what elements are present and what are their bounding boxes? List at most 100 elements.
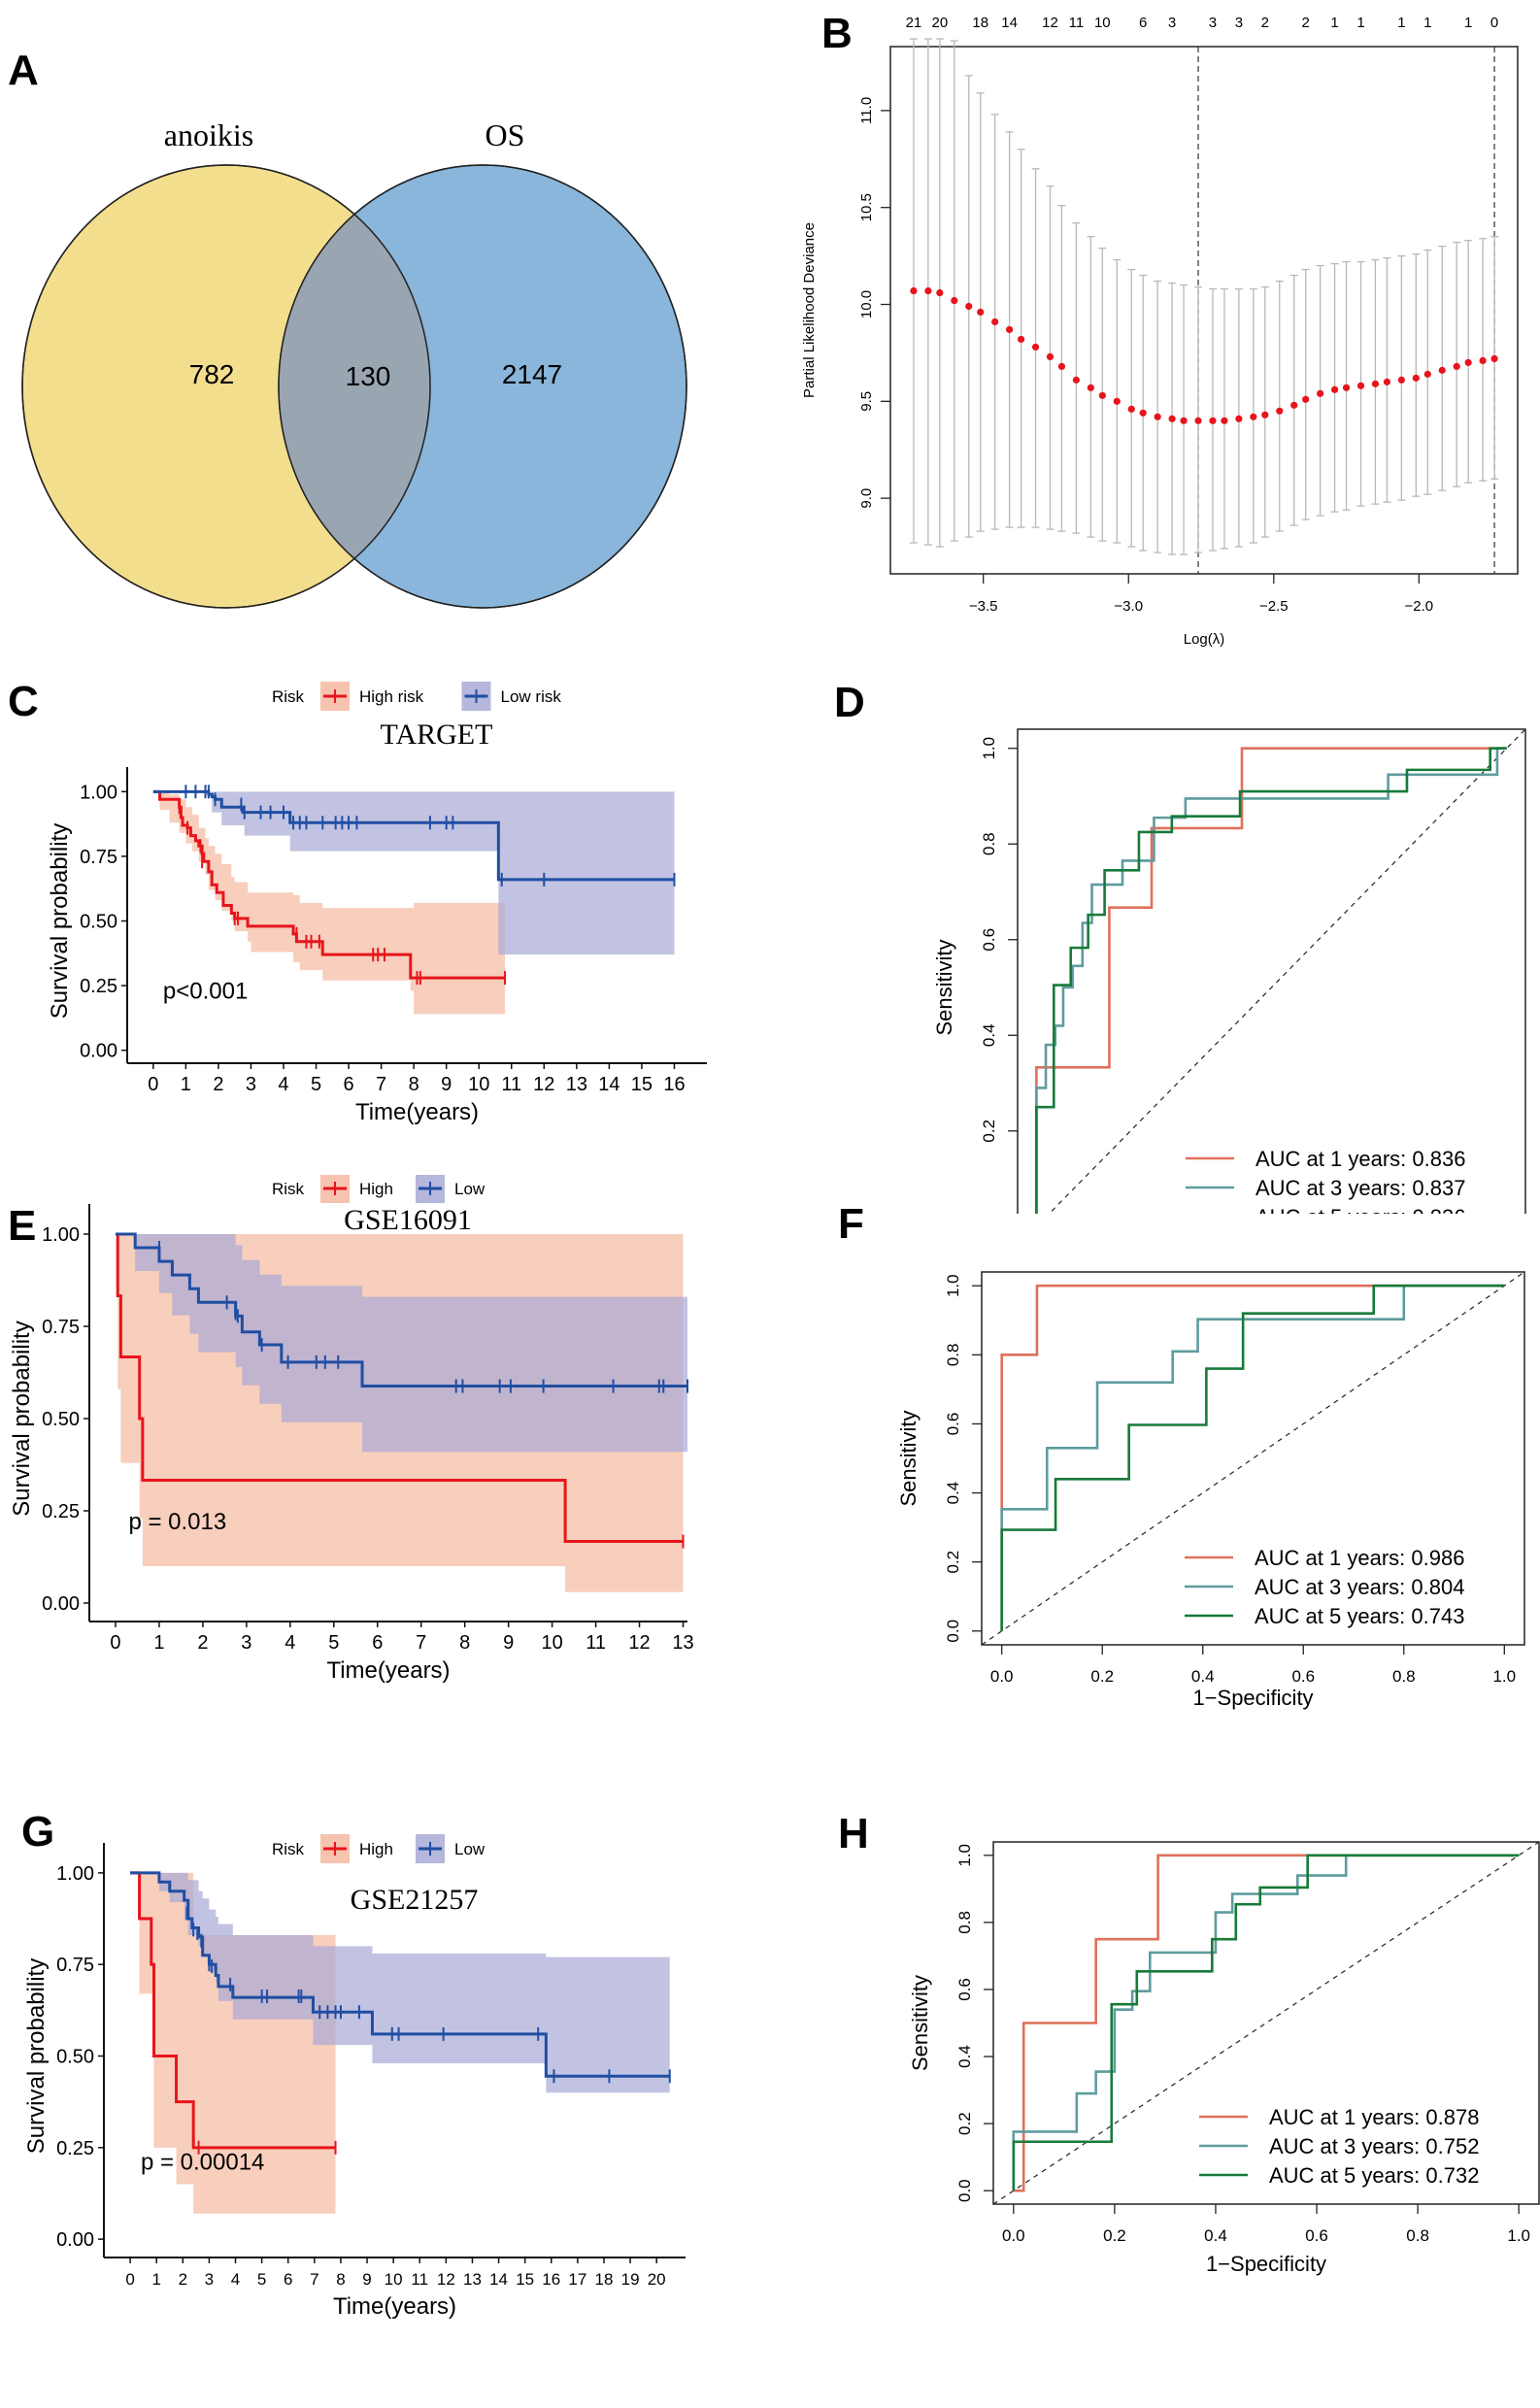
- plot-frame: [889, 46, 1519, 575]
- venn-intersection: [279, 165, 430, 608]
- plot-frame: [1017, 728, 1526, 1214]
- roc-plot-target: 0.00.20.40.60.81.00.00.20.40.60.81.01−Sp…: [932, 728, 1526, 1214]
- legend-label-low: Low risk: [501, 687, 562, 706]
- km-plot-gse16091: 0.000.250.500.751.000 1 2 3 4 5 6 7 8 9 10 11 12 13Ti…: [9, 1175, 694, 1684]
- y-tick-label: 1.00: [42, 1224, 80, 1246]
- legend-label-roc_1y: AUC at 1 years: 0.986: [1255, 1546, 1464, 1570]
- y-tick-label: 0.50: [80, 912, 117, 933]
- y-tick-label: 0.4: [955, 2045, 974, 2068]
- deviance-point: [1154, 413, 1161, 420]
- venn-count-anoikis-only: 782: [189, 359, 235, 389]
- deviance-point: [965, 302, 973, 311]
- venn-count-intersection: 130: [346, 361, 391, 391]
- y-tick-label: 0.0: [955, 2179, 974, 2202]
- panel-label-g: G: [21, 1808, 55, 1856]
- legend-label-low: Low: [454, 1840, 485, 1858]
- x-tick-label: 5: [311, 1074, 321, 1095]
- x-tick-label: 4: [231, 2270, 240, 2289]
- x-tick-label: −3.5: [969, 598, 998, 615]
- x-axis-title: 1−Specificity: [1192, 1686, 1313, 1710]
- deviance-point: [1006, 325, 1014, 334]
- top-axis-label: 6: [1139, 15, 1147, 31]
- x-tick-label: 11: [501, 1074, 521, 1095]
- panel-label-d: D: [834, 679, 865, 726]
- x-tick-label: 0.2: [1103, 2226, 1126, 2245]
- legend-label-roc_1y: AUC at 1 years: 0.836: [1255, 1147, 1465, 1171]
- legend-title: Risk: [272, 1180, 305, 1198]
- x-tick-label: 10: [541, 1632, 562, 1654]
- x-tick-label: 5: [257, 2270, 266, 2289]
- roc-curve-roc_3y: [1035, 747, 1507, 1214]
- deviance-point: [1209, 417, 1217, 424]
- top-axis-label: 20: [931, 15, 948, 31]
- x-tick-label: 6: [284, 2270, 292, 2289]
- top-axis-label: 3: [1235, 15, 1243, 31]
- x-tick-label: 12: [628, 1632, 650, 1654]
- venn-count-os-only: 2147: [502, 359, 562, 389]
- x-tick-label: 14: [489, 2270, 508, 2289]
- y-tick-label: 1.00: [56, 1863, 94, 1885]
- deviance-point: [1317, 389, 1324, 397]
- deviance-point: [1453, 362, 1460, 370]
- y-tick-label: 0.6: [980, 928, 998, 952]
- y-tick-label: 0.6: [944, 1413, 962, 1436]
- y-tick-label: 0.25: [56, 2138, 94, 2159]
- y-tick-label: 0.00: [80, 1041, 117, 1062]
- venn-diagram-anoikis-os: anoikis OS 782 130 2147: [21, 117, 687, 609]
- x-tick-label: 6: [344, 1074, 354, 1095]
- x-tick-label: 16: [663, 1074, 685, 1095]
- y-tick-label: 0.4: [944, 1482, 962, 1505]
- y-tick-label: 10.5: [858, 193, 875, 221]
- x-tick-label: 17: [568, 2270, 586, 2289]
- x-tick-label: 0: [110, 1632, 120, 1654]
- legend-label-low: Low: [454, 1180, 485, 1198]
- roc-curve-roc_1y: [1035, 747, 1507, 1214]
- x-tick-label: 1: [153, 1632, 164, 1654]
- y-axis-title: Sensitivity: [896, 1410, 921, 1506]
- x-tick-label: 6: [372, 1632, 383, 1654]
- x-tick-label: 1: [151, 2270, 160, 2289]
- panel-label-h: H: [838, 1810, 869, 1857]
- deviance-point: [1127, 405, 1135, 413]
- lasso-cv-deviance-plot: 21 20 18 14 12 11 10 6 3 3 3 2 2 1 1 1 1 1 0−3.5 −3.0 −2.5 −2…: [801, 15, 1519, 648]
- deviance-point: [1057, 362, 1066, 370]
- legend-label-roc_5y: AUC at 5 years: 0.743: [1255, 1604, 1464, 1628]
- plot-title: GSE21257: [351, 1884, 479, 1916]
- legend-title: Risk: [272, 687, 305, 706]
- x-tick-label: −3.0: [1114, 598, 1143, 615]
- y-tick-label: 10.0: [858, 290, 875, 318]
- top-axis-label: 1: [1397, 15, 1405, 31]
- y-tick-label: 0.75: [56, 1955, 94, 1976]
- deviance-point: [1464, 358, 1472, 367]
- plot-frame: [992, 1841, 1540, 2205]
- x-axis-title: 1−Specificity: [1206, 2252, 1326, 2276]
- x-tick-label: 14: [598, 1074, 619, 1095]
- venn-outline-os: [278, 164, 687, 609]
- p-value-label: p = 0.00014: [141, 2149, 264, 2175]
- deviance-point: [951, 296, 958, 305]
- deviance-point: [1017, 335, 1025, 344]
- x-tick-label: 0.6: [1305, 2226, 1328, 2245]
- y-tick-label: 0.00: [42, 1593, 80, 1615]
- reference-diagonal: [1048, 728, 1526, 1214]
- x-tick-label: 4: [278, 1074, 288, 1095]
- x-tick-label: 7: [376, 1074, 386, 1095]
- deviance-point: [1371, 380, 1380, 387]
- top-axis-label: 0: [1490, 15, 1498, 31]
- x-tick-label: 11: [586, 1632, 606, 1654]
- x-tick-label: 20: [648, 2270, 666, 2289]
- x-tick-label: 12: [533, 1074, 554, 1095]
- deviance-point: [977, 308, 985, 317]
- y-tick-label: 1.0: [980, 737, 998, 760]
- y-tick-label: 0.8: [980, 832, 998, 855]
- y-tick-label: 0.50: [56, 2047, 94, 2068]
- legend-title: Risk: [272, 1840, 305, 1858]
- roc-plot-gse16091: 0.0 0.2 0.4 0.6 0.8 1.0 0.0 0.2 0.4 0.6 0.8 1.0 1−Sp…: [896, 1271, 1525, 1710]
- deviance-point: [1356, 382, 1365, 389]
- top-axis-label: 1: [1356, 15, 1364, 31]
- y-tick-label: 9.5: [858, 391, 875, 412]
- km-plot-gse21257: 0.000.250.500.751.000 1 2 3 4 5 6 7 8 9 10 11 12 13 14…: [23, 1834, 686, 2320]
- y-tick-label: 0.0: [944, 1620, 962, 1643]
- roc-curve-roc_1y: [1000, 1284, 1505, 1631]
- y-tick-label: 1.00: [80, 782, 117, 803]
